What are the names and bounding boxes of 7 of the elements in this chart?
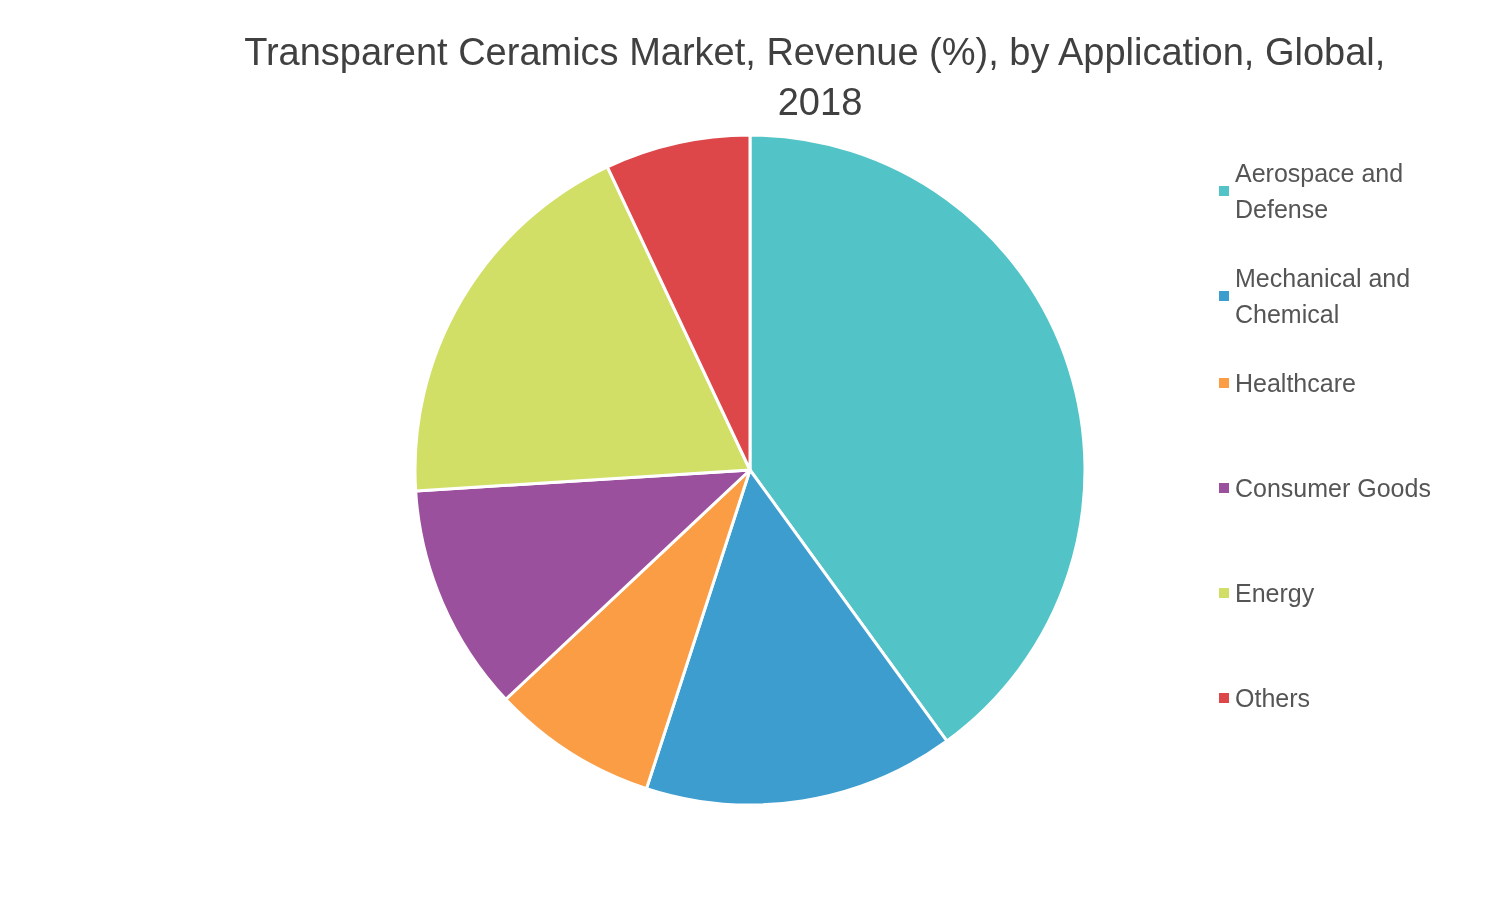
legend-label: Energy [1235,579,1315,607]
legend-label: Mechanical and Chemical [1235,264,1418,328]
legend-label: Consumer Goods [1235,474,1431,502]
legend-label: Aerospace and Defense [1235,159,1411,223]
legend-label: Others [1235,684,1311,712]
chart-title: Transparent Ceramics Market, Revenue (%), by Application, Global, 2018 [244,31,1396,123]
legend-label: Healthcare [1235,369,1356,397]
